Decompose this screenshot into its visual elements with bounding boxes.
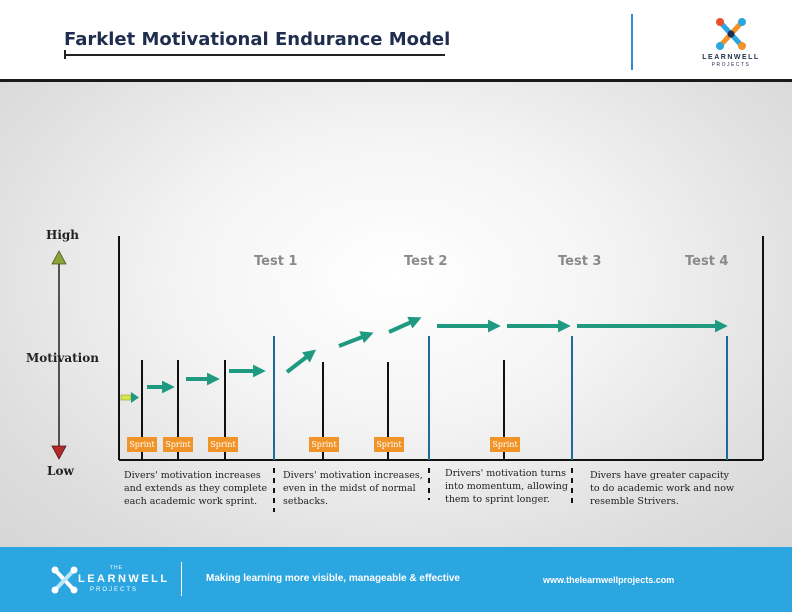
phase-description-4: Divers have greater capacity to do acade… xyxy=(590,470,735,507)
footer-logo-wordmark: LEARNWELL xyxy=(78,573,170,585)
footer-url-link[interactable]: www.thelearnwellprojects.com xyxy=(543,575,675,585)
header-divider xyxy=(631,14,633,70)
motivation-arrow xyxy=(338,331,374,348)
sprint-badge: Sprint xyxy=(374,437,404,452)
sprint-badge: Sprint xyxy=(208,437,238,452)
title-underline xyxy=(64,54,445,56)
sprint-badge: Sprint xyxy=(163,437,193,452)
test-label-1: Test 1 xyxy=(254,254,298,269)
logo-wordmark: LEARNWELL xyxy=(702,54,760,61)
header: Farklet Motivational Endurance Model LEA… xyxy=(0,0,792,80)
header-border xyxy=(0,79,792,82)
low-label: Low xyxy=(47,464,74,478)
footer-tagline: Making learning more visible, manageable… xyxy=(206,573,460,584)
test-label-4: Test 4 xyxy=(685,254,729,269)
sprint-badge: Sprint xyxy=(309,437,339,452)
low-arrow-icon xyxy=(51,445,67,460)
logo-subtitle: PROJECTS xyxy=(711,62,751,68)
motivation-arrow xyxy=(388,316,422,334)
high-arrow-icon xyxy=(51,250,67,265)
footer-logo: THE LEARNWELL PROJECTS xyxy=(50,563,167,597)
start-arrow-icon xyxy=(131,392,139,403)
learnwell-x-icon xyxy=(51,566,78,594)
phase-description-1: Divers' motivation increases and extends… xyxy=(124,470,268,507)
footer-divider xyxy=(181,562,182,596)
footer xyxy=(0,547,792,612)
motivation-arrow xyxy=(285,349,317,374)
page-title: Farklet Motivational Endurance Model xyxy=(64,29,451,50)
test-label-3: Test 3 xyxy=(558,254,602,269)
start-marker xyxy=(120,394,132,401)
high-label: High xyxy=(46,228,80,242)
test-label-2: Test 2 xyxy=(404,254,448,269)
sprint-badge: Sprint xyxy=(127,437,157,452)
learnwell-x-icon xyxy=(716,18,746,50)
phase-description-3: Drivers' motivation turns into momentum,… xyxy=(445,468,569,505)
footer-logo-top: THE xyxy=(110,565,123,571)
diagram-canvas xyxy=(0,82,792,547)
footer-logo-subtitle: PROJECTS xyxy=(90,587,139,593)
header-logo: LEARNWELL PROJECTS xyxy=(690,16,772,78)
phase-description-2: Divers' motivation increases, even in th… xyxy=(283,470,423,507)
motivation-label: Motivation xyxy=(26,351,99,365)
sprint-badge: Sprint xyxy=(490,437,520,452)
